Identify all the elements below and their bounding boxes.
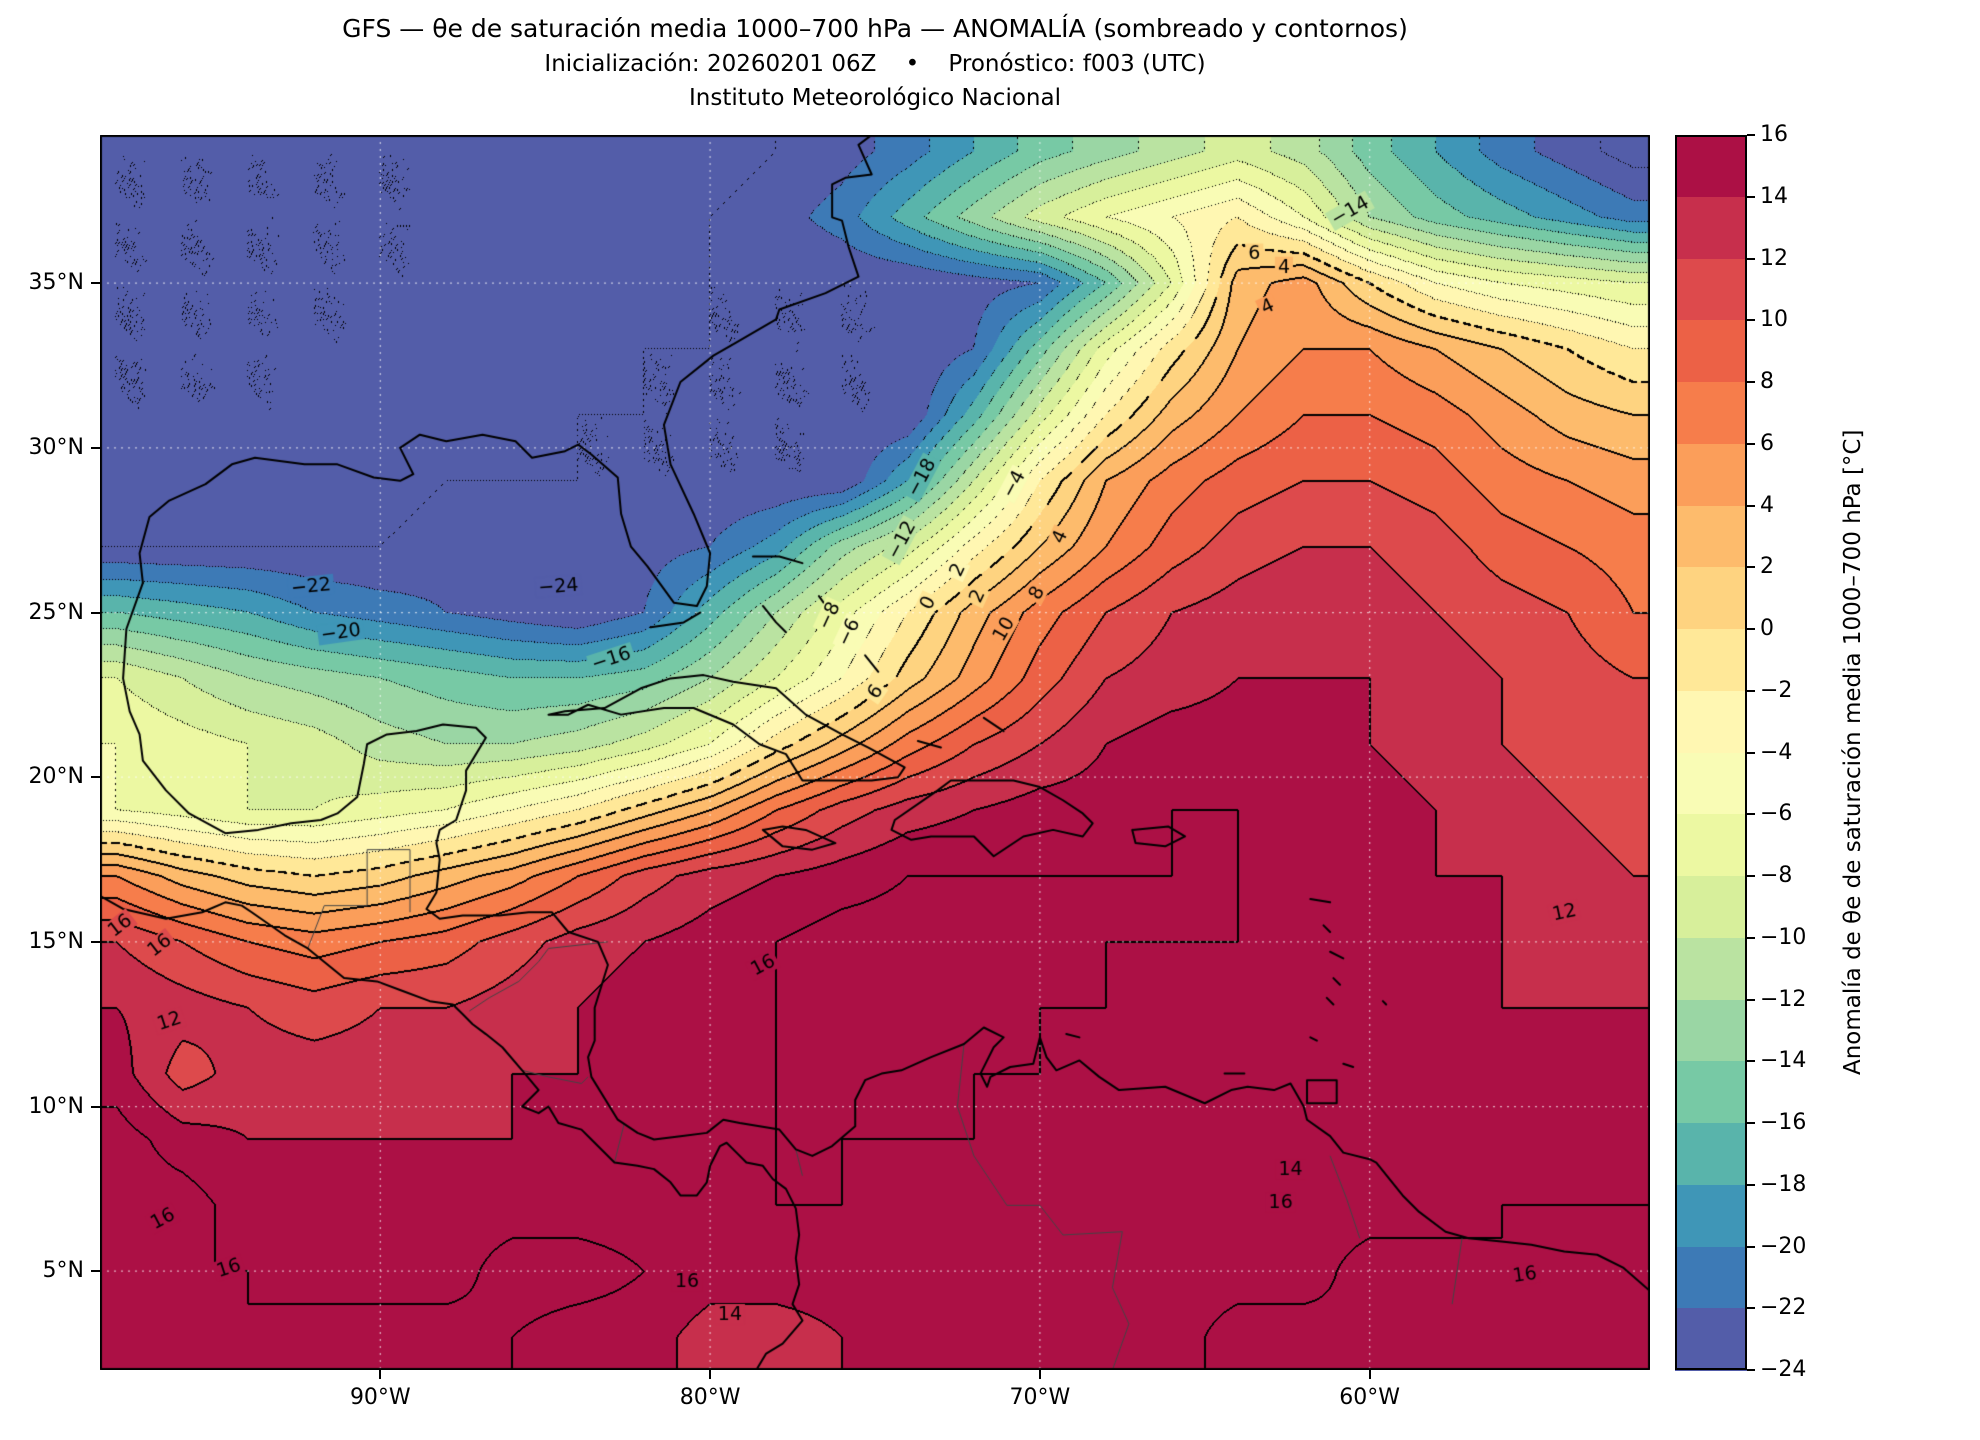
- y-axis-tick: [91, 940, 100, 943]
- colorbar-segment: [1675, 937, 1747, 1001]
- y-axis-tick: [91, 611, 100, 614]
- y-axis-tick: [91, 1270, 100, 1273]
- colorbar-tick-label: −12: [1760, 986, 1807, 1012]
- colorbar-tick-label: −10: [1760, 924, 1807, 950]
- lat-tick-label: 15°N: [28, 928, 84, 954]
- colorbar-tick: [1747, 751, 1755, 754]
- colorbar-segment: [1675, 1184, 1747, 1248]
- colorbar-tick: [1747, 381, 1755, 383]
- y-axis-tick: [91, 1105, 100, 1108]
- colorbar-tick-label: −14: [1760, 1048, 1807, 1074]
- colorbar-tick-label: 10: [1760, 307, 1788, 333]
- colorbar-tick-label: −8: [1760, 863, 1793, 888]
- colorbar-tick-label: 8: [1760, 369, 1774, 394]
- colorbar-tick: [1747, 1245, 1755, 1248]
- lat-tick-label: 25°N: [28, 599, 84, 625]
- colorbar-tick-label: −16: [1760, 1110, 1807, 1135]
- lat-tick-label: 30°N: [28, 434, 84, 460]
- colorbar-tick: [1747, 628, 1755, 630]
- lon-tick-label: 80°W: [679, 1385, 741, 1410]
- colorbar-tick-label: −20: [1760, 1233, 1807, 1259]
- colorbar-tick: [1747, 195, 1755, 198]
- colorbar-tick: [1747, 319, 1755, 322]
- colorbar-tick: [1747, 936, 1755, 939]
- colorbar-tick: [1747, 1060, 1755, 1063]
- colorbar-tick: [1747, 998, 1755, 1001]
- colorbar-tick: [1747, 1369, 1755, 1371]
- colorbar-tick-label: −6: [1760, 801, 1793, 827]
- colorbar-tick: [1747, 566, 1755, 569]
- lon-tick-label: 60°W: [1339, 1385, 1401, 1410]
- colorbar-segment: [1675, 1246, 1747, 1309]
- x-axis-tick: [1038, 1370, 1041, 1379]
- colorbar-tick: [1747, 1183, 1755, 1186]
- colorbar-tick: [1747, 689, 1755, 692]
- colorbar-tick: [1747, 1307, 1755, 1310]
- colorbar-tick: [1747, 1122, 1755, 1124]
- colorbar-tick-label: −24: [1760, 1357, 1807, 1382]
- colorbar-segment: [1675, 135, 1747, 198]
- chart-title: GFS — θe de saturación media 1000–700 hP…: [342, 14, 1408, 43]
- colorbar-segment: [1675, 690, 1747, 754]
- x-axis-tick: [709, 1370, 712, 1379]
- chart-subtitle: Inicialización: 20260201 06Z • Pronóstic…: [544, 51, 1206, 77]
- lat-tick-label: 35°N: [28, 270, 84, 296]
- x-axis-tick: [379, 1370, 382, 1379]
- colorbar-tick-label: 12: [1760, 245, 1788, 271]
- colorbar-tick-label: 14: [1760, 183, 1788, 209]
- colorbar-tick-label: −2: [1760, 677, 1793, 703]
- colorbar-segment: [1675, 320, 1747, 383]
- colorbar-tick-label: 16: [1760, 122, 1788, 147]
- colorbar-tick-label: 4: [1760, 492, 1774, 518]
- colorbar-segment: [1675, 876, 1747, 939]
- colorbar-tick-label: 2: [1760, 554, 1774, 580]
- lat-tick-label: 20°N: [28, 764, 84, 790]
- colorbar-tick-label: −22: [1760, 1295, 1807, 1321]
- colorbar-outline: [1675, 135, 1747, 1370]
- colorbar-segment: [1675, 752, 1747, 815]
- colorbar-segment: [1675, 382, 1747, 445]
- lon-tick-label: 90°W: [349, 1385, 411, 1410]
- colorbar-tick-label: 0: [1760, 616, 1774, 641]
- colorbar-tick-label: 6: [1760, 430, 1774, 456]
- colorbar-segment: [1675, 1123, 1747, 1186]
- title-block: GFS — θe de saturación media 1000–700 hP…: [100, 14, 1650, 111]
- colorbar-label: Anomalía de θe de saturación media 1000–…: [1840, 429, 1866, 1076]
- colorbar-tick: [1747, 504, 1755, 507]
- colorbar-tick: [1747, 134, 1755, 136]
- lat-tick-label: 5°N: [42, 1258, 84, 1284]
- colorbar-segment: [1675, 629, 1747, 692]
- chart-institution: Instituto Meteorológico Nacional: [689, 85, 1061, 111]
- colorbar-segment: [1675, 999, 1747, 1062]
- colorbar-segment: [1675, 443, 1747, 507]
- colorbar-tick: [1747, 257, 1755, 260]
- colorbar-tick-label: −4: [1760, 739, 1793, 765]
- colorbar-segment: [1675, 258, 1747, 321]
- lat-tick-label: 10°N: [28, 1093, 84, 1119]
- y-axis-tick: [91, 776, 100, 779]
- y-axis-tick: [91, 282, 100, 285]
- colorbar-segment: [1675, 505, 1747, 568]
- colorbar-segment: [1675, 1061, 1747, 1124]
- colorbar-tick: [1747, 875, 1755, 877]
- map-canvas: [100, 135, 1650, 1370]
- colorbar-segment: [1675, 567, 1747, 630]
- colorbar-tick: [1747, 442, 1755, 445]
- colorbar-segment: [1675, 196, 1747, 260]
- colorbar-segment: [1675, 814, 1747, 877]
- colorbar-tick-label: −18: [1760, 1171, 1807, 1197]
- x-axis-tick: [1368, 1370, 1371, 1379]
- colorbar-segment: [1675, 1308, 1747, 1371]
- lon-tick-label: 70°W: [1009, 1385, 1071, 1410]
- colorbar-tick: [1747, 813, 1755, 816]
- y-axis-tick: [91, 446, 100, 449]
